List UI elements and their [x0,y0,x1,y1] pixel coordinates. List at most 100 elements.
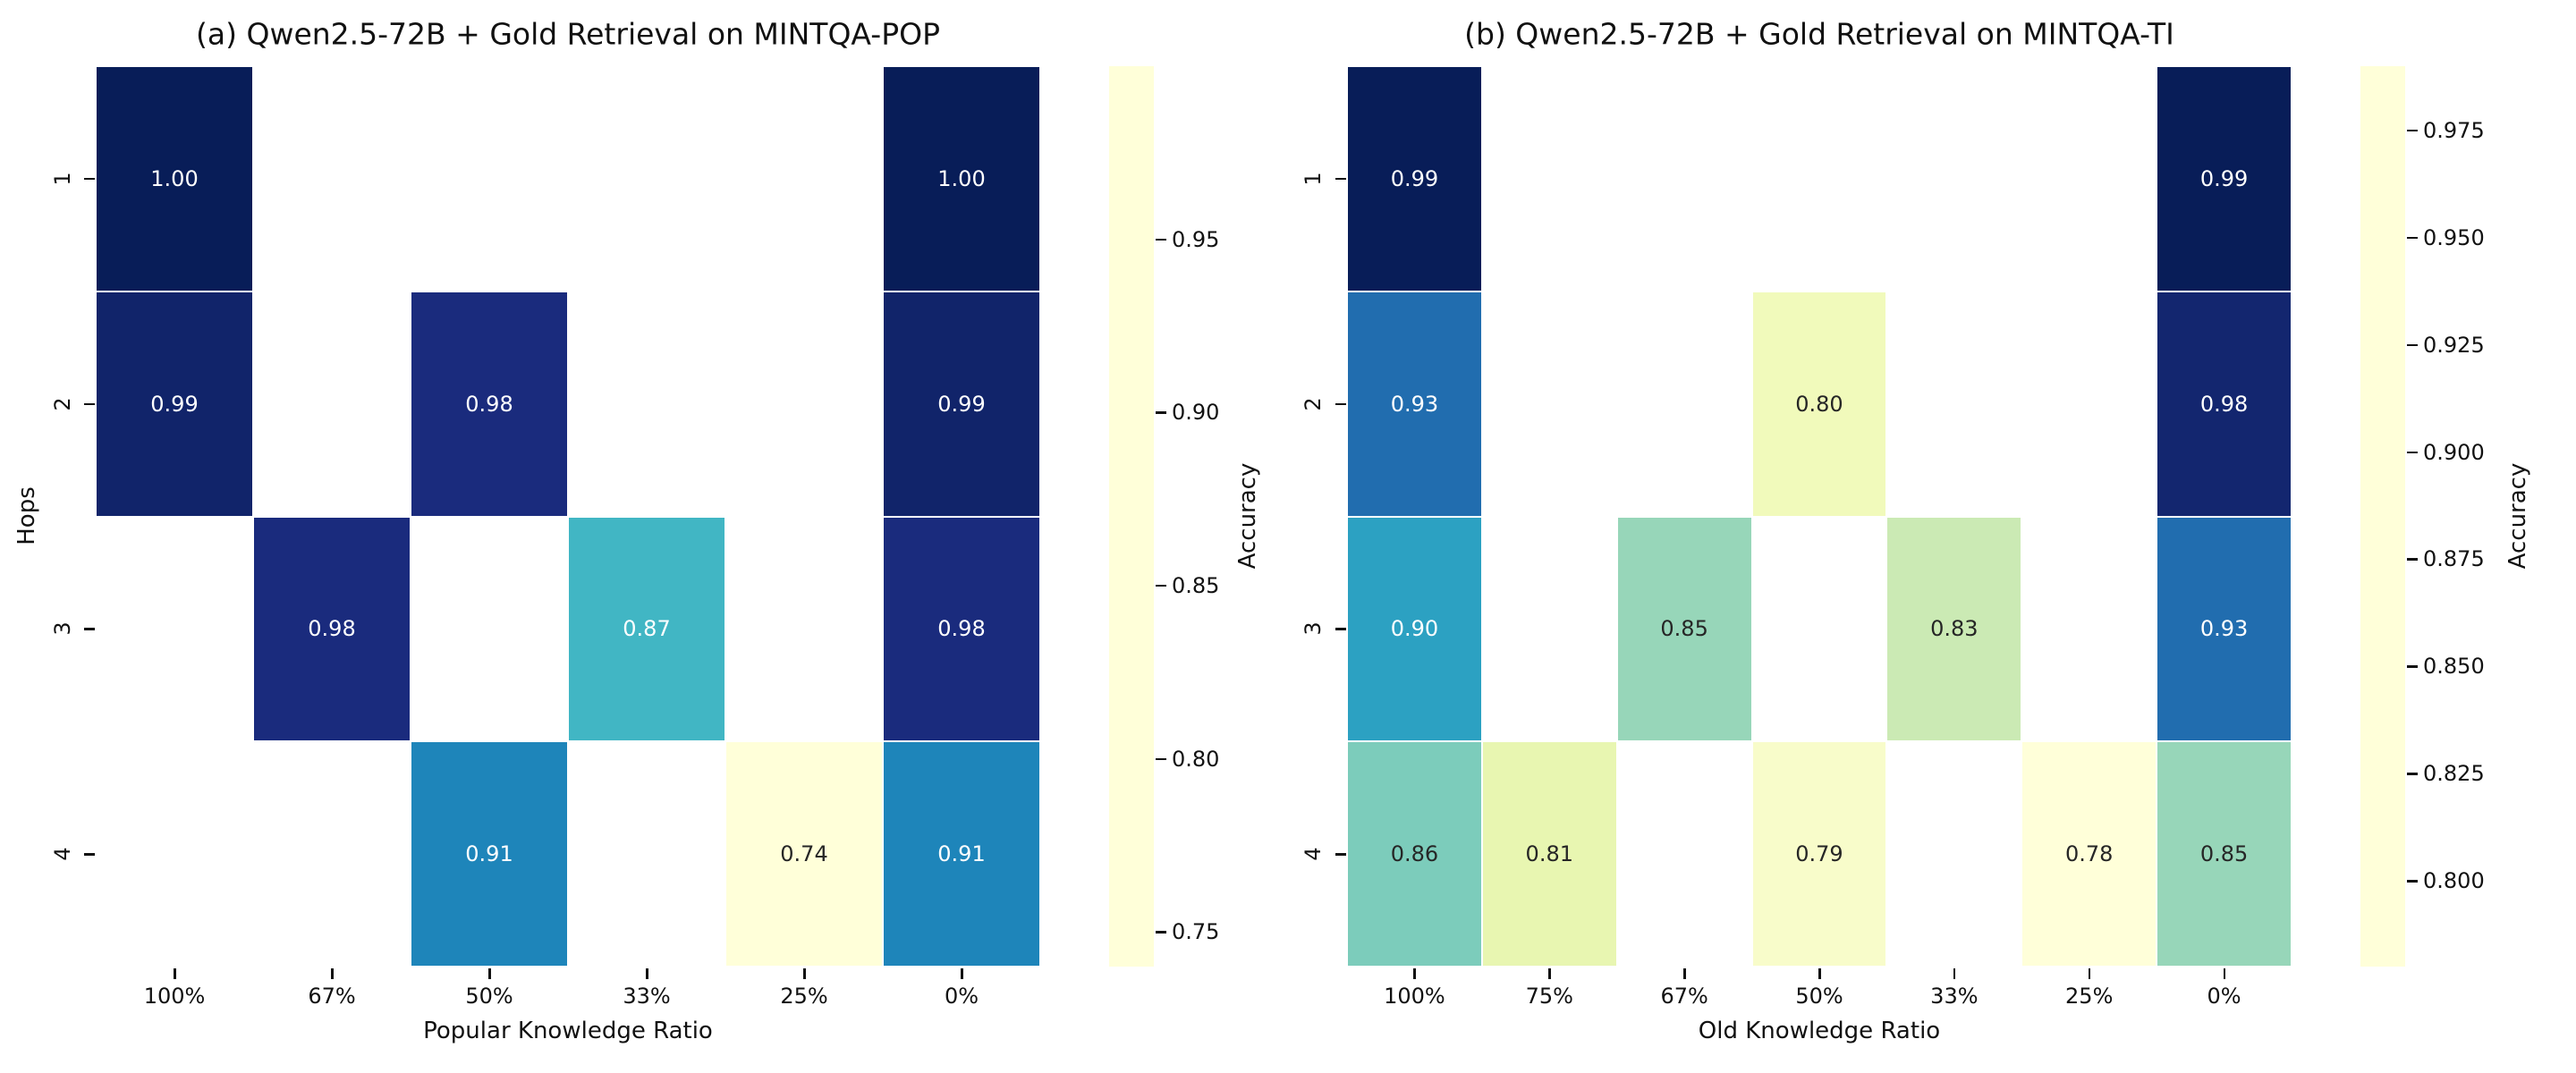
cell-value: 0.85 [1660,616,1708,642]
x-tick-mark [803,968,806,979]
heatmap-cell: 1.00 [96,66,253,291]
y-tick-label: 1 [50,172,75,186]
cell-value: 0.78 [2064,841,2114,867]
x-tick-label: 50% [465,984,513,1009]
colorbar-tick-mark [2407,343,2418,347]
cell-value: 0.83 [1930,616,1979,642]
heatmap-cell: 0.85 [2157,741,2292,967]
colorbar-tick-mark [1156,584,1166,587]
colorbar-tick-label: 0.80 [1172,746,1220,772]
heatmap-cell: 0.74 [725,741,883,967]
x-tick-label: 33% [1930,984,1979,1009]
colorbar-gradient [1109,66,1154,967]
cell-value: 0.81 [1525,841,1573,867]
colorbar-tick-label: 0.85 [1172,572,1220,598]
cell-value: 0.98 [465,391,513,417]
y-tick-mark [84,402,95,406]
colorbar-tick-label: 0.950 [2423,224,2485,250]
heatmap-cell: 0.98 [253,516,411,742]
cell-value: 0.74 [780,841,828,867]
colorbar-tick-mark [1156,238,1166,241]
cell-value: 0.87 [623,616,671,642]
cell-value: 0.93 [2199,616,2249,642]
cell-value: 0.98 [2199,391,2249,417]
heatmap-cell: 0.93 [1347,291,1482,517]
cell-value: 0.99 [2199,165,2249,191]
y-tick-label: 4 [50,847,75,861]
colorbar-tick-label: 0.825 [2423,761,2485,787]
heatmap-cell: 0.80 [1751,291,1887,517]
heatmap-cell: 0.99 [883,291,1040,517]
x-tick-label: 50% [1795,984,1843,1009]
colorbar-tick-mark [2407,880,2418,883]
cell-value: 1.00 [937,165,986,191]
x-tick-label: 0% [2207,984,2241,1009]
x-tick-label: 67% [1660,984,1708,1009]
y-tick-label: 1 [1301,172,1326,186]
cell-value: 0.98 [308,616,356,642]
x-tick-mark [174,968,176,979]
heatmap-cell: 0.91 [411,741,568,967]
colorbar-tick-label: 0.975 [2423,117,2485,143]
x-tick-mark [1548,968,1551,979]
subplot-b-title: (b) Qwen2.5-72B + Gold Retrieval on MINT… [1464,16,2174,52]
colorbar-tick-mark [1156,931,1166,934]
colorbar-tick-label: 0.800 [2423,868,2485,894]
cell-value: 0.99 [937,391,986,417]
colorbar-tick-mark [1156,411,1166,414]
x-tick-mark [1953,968,1956,979]
x-tick-mark [488,968,491,979]
x-tick-label: 25% [780,984,828,1009]
colorbar-tick-mark [1156,757,1166,761]
heatmap-cell: 0.98 [411,291,568,517]
heatmap-cell: 0.79 [1751,741,1887,967]
heatmap-cell: 0.86 [1347,741,1482,967]
y-tick-label: 4 [1301,847,1326,861]
colorbar-tick-mark [2407,451,2418,454]
colorbar-tick-label: 0.875 [2423,546,2485,572]
heatmap-cell: 0.87 [568,516,725,742]
y-tick-mark [84,177,95,181]
cell-value: 0.79 [1795,841,1843,867]
cell-value: 0.86 [1390,841,1439,867]
heatmap-cell: 0.99 [2157,66,2292,291]
x-tick-mark [1818,968,1821,979]
heatmap-cell: 0.93 [2157,516,2292,742]
colorbar-tick-mark [2407,773,2418,775]
cell-value: 0.91 [937,841,986,867]
heatmap-cell: 0.85 [1616,516,1752,742]
y-tick-mark [1335,177,1346,181]
subplot-b-xlabel: Old Knowledge Ratio [1698,1018,1941,1044]
x-tick-mark [1413,968,1416,979]
x-tick-label: 33% [623,984,671,1009]
heatmap-cell: 0.99 [1347,66,1482,291]
heatmap-cell: 0.99 [96,291,253,517]
subplot-a-xlabel: Popular Knowledge Ratio [423,1018,713,1044]
x-tick-mark [646,968,648,979]
colorbar-gradient [2360,66,2405,967]
cell-value: 0.99 [1390,165,1439,191]
x-tick-mark [1683,968,1686,979]
colorbar-tick-label: 0.75 [1172,919,1220,945]
y-tick-mark [1335,853,1346,856]
heatmap-cell: 0.83 [1886,516,2022,742]
colorbar-tick-mark [2407,558,2418,561]
cell-value: 0.93 [1390,391,1439,417]
cell-value: 0.91 [465,841,513,867]
x-tick-label: 25% [2065,984,2114,1009]
x-tick-mark [331,968,334,979]
heatmap-cell: 0.98 [2157,291,2292,517]
colorbar-tick-label: 0.850 [2423,654,2485,680]
colorbar-tick-mark [2407,129,2418,132]
subplot-a-title: (a) Qwen2.5-72B + Gold Retrieval on MINT… [196,16,940,52]
heatmap-cell: 0.90 [1347,516,1482,742]
x-tick-mark [2223,968,2226,979]
heatmap-cell: 1.00 [883,66,1040,291]
colorbar-tick-mark [2407,665,2418,668]
heatmap-cell: 0.78 [2021,741,2157,967]
colorbar-tick-label: 0.95 [1172,226,1220,252]
x-tick-label: 75% [1525,984,1573,1009]
subplot-a-ylabel: Hops [13,486,40,545]
colorbar-tick-label: 0.900 [2423,439,2485,465]
